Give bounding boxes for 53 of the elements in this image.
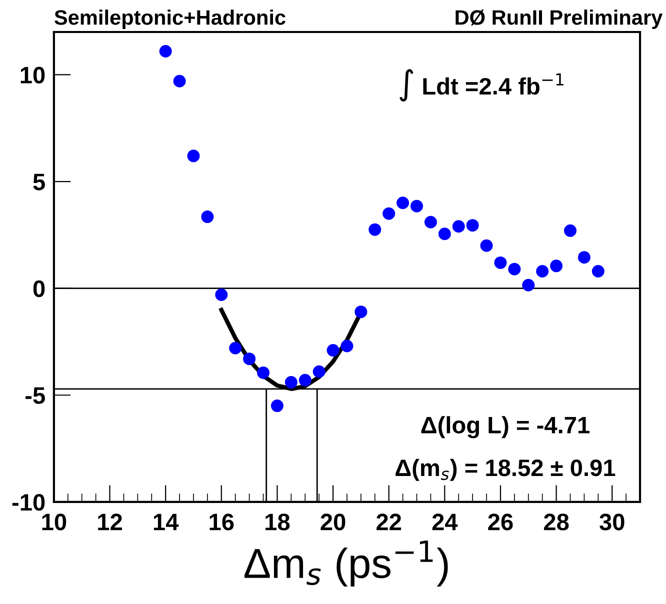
x-tick-label: 16 [210, 514, 234, 530]
y-tick-label: 10 [20, 66, 45, 84]
point [354, 306, 368, 318]
point [522, 278, 535, 292]
y-tick-label: -10 [12, 494, 45, 511]
point [536, 264, 549, 278]
x-tick-label: 20 [320, 514, 346, 530]
point [494, 256, 507, 269]
point [452, 220, 465, 233]
point [368, 223, 382, 236]
y-tick-label: 5 [33, 174, 45, 190]
point [438, 228, 451, 240]
point [298, 374, 312, 386]
point [312, 365, 326, 378]
x-tick-label: 26 [488, 514, 513, 530]
chart-title: Semileptonic+Hadronic [54, 10, 286, 29]
point [396, 196, 410, 210]
point [173, 74, 186, 88]
point [592, 264, 604, 278]
point [410, 200, 424, 212]
x-tick-label: 30 [600, 514, 624, 530]
point [284, 376, 298, 389]
x-tick-label: 18 [266, 514, 290, 530]
point [508, 262, 521, 276]
point [187, 150, 200, 162]
annotation: ∫ Ldt =2.4 fb$^{−1}$ [400, 69, 564, 102]
point [564, 224, 577, 237]
point [215, 288, 228, 301]
chart-subtitle: DØ RunII Preliminary [456, 10, 663, 29]
x-tick-label: 22 [376, 514, 402, 530]
annotation: Δ(m$_{s}$) = 18.52 ± 0.91 [396, 458, 616, 481]
point [201, 210, 214, 224]
point [466, 219, 479, 232]
x-tick-label: 12 [98, 514, 122, 530]
point [382, 207, 396, 220]
point [578, 251, 590, 264]
point [243, 352, 256, 366]
x-tick-label: 24 [432, 514, 458, 530]
point [257, 366, 270, 379]
point [270, 400, 284, 412]
point [480, 239, 493, 252]
x-tick-label: 28 [544, 514, 569, 530]
point [326, 344, 340, 357]
annotation: Δ(log L) = -4.71 [421, 416, 590, 438]
y-tick-label: -5 [26, 387, 45, 404]
x-axis-title: Δm$_{s}$ (ps$^{−1}$) [244, 540, 448, 586]
point [229, 342, 242, 354]
point [159, 44, 172, 58]
point [550, 260, 563, 272]
y-tick-label: 0 [33, 280, 45, 298]
point [424, 216, 437, 228]
point [340, 340, 354, 352]
x-tick-label: 14 [154, 514, 179, 530]
